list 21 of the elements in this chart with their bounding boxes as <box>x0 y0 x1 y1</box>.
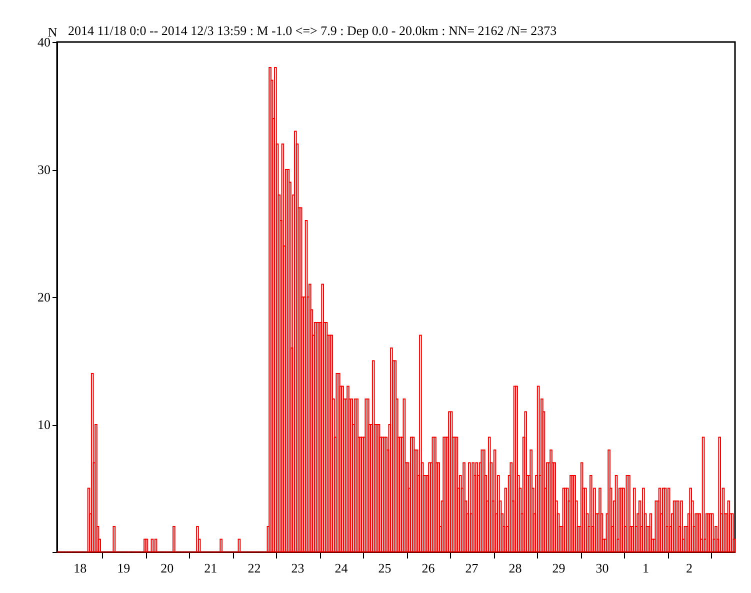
x-tick-label: 24 <box>334 560 348 576</box>
x-tick-label: 30 <box>596 560 609 576</box>
x-tick-label: 23 <box>291 560 304 576</box>
x-tick-label: 20 <box>160 560 174 576</box>
x-tick-label: 19 <box>117 560 130 576</box>
y-tick-label: 20 <box>38 290 50 304</box>
x-tick-label: 1 <box>642 560 650 576</box>
chart-title: 2014 11/18 0:0 -- 2014 12/3 13:59 : M -1.0 <=> 7.9 : Dep 0.0 - 20.0km : NN= 2162 /N= 2373 <box>68 23 557 38</box>
x-tick-label: 26 <box>422 560 436 576</box>
x-tick-label: 21 <box>204 560 218 576</box>
y-tick-label: 30 <box>38 162 50 177</box>
y-axis-title: N <box>48 24 58 40</box>
x-tick-label: 22 <box>248 560 261 576</box>
x-tick-label: 25 <box>378 560 392 576</box>
x-tick-label: 28 <box>508 560 522 576</box>
x-tick-label: 29 <box>552 560 566 576</box>
y-tick-label: 10 <box>38 417 50 432</box>
x-tick-label: 18 <box>74 560 87 576</box>
y-tick-label: 40 <box>38 34 50 50</box>
x-tick-label: 27 <box>465 560 479 576</box>
x-tick-label: 2 <box>686 560 693 576</box>
